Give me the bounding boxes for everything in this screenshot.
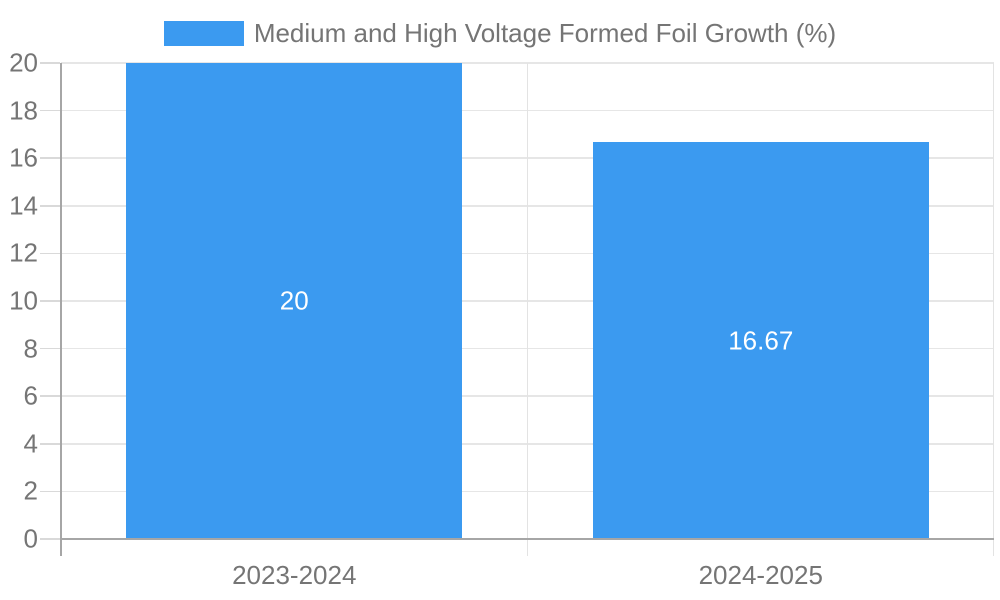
legend-swatch [163,21,244,46]
bar-value-label: 16.67 [728,325,794,356]
y-tick [40,395,60,397]
y-tick-label: 2 [23,475,38,506]
x-category-label: 2024-2025 [698,560,823,590]
y-tick-label: 20 [9,47,38,78]
legend-label: Medium and High Voltage Formed Foil Grow… [253,18,837,48]
y-axis-line [60,63,62,556]
category-separator-gridline [526,63,529,556]
y-tick-label: 6 [23,380,38,411]
y-tick-label: 14 [9,190,38,221]
y-tick [40,300,60,302]
bar-value-label: 20 [279,285,309,316]
bar [126,63,463,539]
y-tick [40,62,60,64]
y-tick-label: 16 [9,142,38,173]
y-tick-label: 0 [23,523,38,554]
y-tick-label: 12 [9,237,38,268]
y-tick-label: 4 [23,428,38,459]
plot-area: 20 16.67 [40,62,994,556]
x-axis-line [60,538,994,540]
y-tick [40,443,60,445]
y-tick-label: 8 [23,333,38,364]
plot-right-boundary [992,63,994,556]
y-tick [40,490,60,493]
chart-legend: Medium and High Voltage Formed Foil Grow… [0,18,1000,49]
y-tick [40,157,60,159]
y-tick [40,205,60,207]
y-tick-label: 10 [9,285,38,316]
bar [592,142,929,539]
x-category-label: 2023-2024 [232,560,357,590]
y-tick [40,347,60,350]
y-tick [40,252,60,255]
y-tick [40,109,60,112]
y-tick-label: 18 [9,95,38,126]
y-tick [40,538,60,540]
